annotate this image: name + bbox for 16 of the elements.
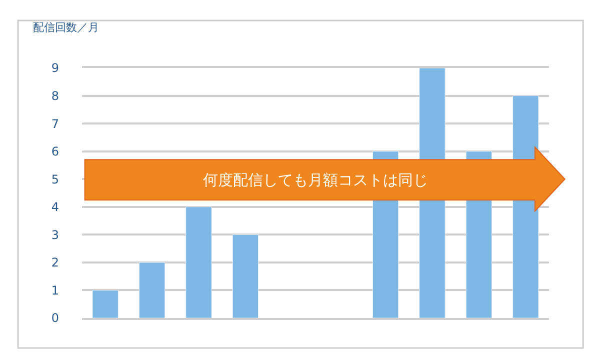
annotation: 何度配信しても月額コストは同じ xyxy=(203,171,428,189)
bar xyxy=(186,206,212,318)
y-tick-label: 5 xyxy=(51,172,59,186)
bar xyxy=(232,234,259,318)
y-tick-label: 3 xyxy=(51,228,59,242)
y-tick-label: 0 xyxy=(51,311,59,326)
y-tick-label: 8 xyxy=(51,88,59,103)
y-tick-label: 6 xyxy=(51,144,59,159)
bar xyxy=(138,262,166,318)
y-tick-label: 9 xyxy=(51,61,59,76)
y-tick-label: 7 xyxy=(51,116,59,131)
y-tick-label: 4 xyxy=(51,200,59,214)
y-tick-label: 1 xyxy=(51,283,59,298)
bar xyxy=(92,290,118,318)
y-tick-label: 2 xyxy=(51,256,59,270)
y-axis-title: 配信回数／月 xyxy=(33,21,99,34)
